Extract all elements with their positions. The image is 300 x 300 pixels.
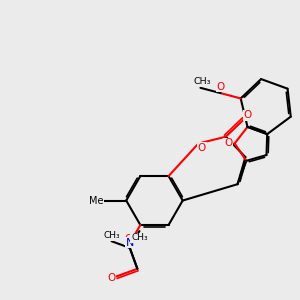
Text: CH₃: CH₃ [103, 231, 120, 240]
Text: O: O [198, 143, 206, 153]
Text: O: O [124, 234, 133, 244]
Text: CH₃: CH₃ [193, 77, 211, 86]
Text: CH₃: CH₃ [131, 233, 148, 242]
Text: O: O [244, 110, 252, 121]
Text: N: N [126, 238, 134, 248]
Text: O: O [216, 82, 225, 92]
Text: O: O [107, 273, 116, 283]
Text: O: O [224, 138, 232, 148]
Text: Me: Me [89, 196, 104, 206]
